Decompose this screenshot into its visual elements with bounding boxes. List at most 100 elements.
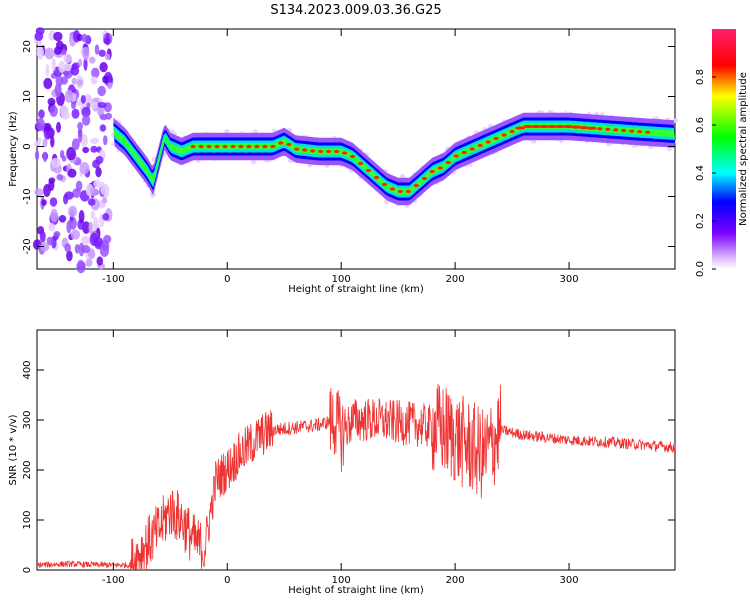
ridge-halo: [150, 191, 156, 198]
noise-blob: [43, 151, 48, 163]
colorbar-tick-label: 0.8: [695, 69, 706, 85]
snr-y-tick-label: 0: [22, 567, 33, 573]
noise-blob: [93, 179, 101, 188]
colorbar-tick-label: 0.2: [695, 213, 706, 229]
spectrogram-y-tick-label: -10: [22, 188, 33, 204]
noise-blob: [82, 46, 90, 61]
ridge-peak: [597, 127, 603, 131]
noise-blob: [63, 193, 69, 205]
ridge-peak: [621, 128, 627, 133]
noise-blob: [63, 53, 72, 64]
spectrogram-x-tick-label: 0: [224, 274, 230, 285]
ridge-peak: [469, 147, 475, 151]
noise-blob: [49, 105, 58, 117]
ridge-peak: [326, 149, 332, 154]
noise-blob: [38, 109, 45, 119]
ridge-peak: [190, 144, 196, 149]
noise-blob: [81, 106, 91, 118]
ridge-peak: [637, 130, 643, 134]
ridge-peak: [523, 124, 533, 129]
ridge-peak: [539, 124, 549, 129]
ridge-peak: [477, 143, 483, 148]
noise-blob: [46, 236, 54, 246]
spectrogram-x-tick-label: 300: [559, 274, 578, 285]
noise-blob: [71, 138, 80, 151]
ridge-peak: [405, 189, 411, 194]
ridge-peak: [515, 126, 526, 130]
spectrogram-y-tick-label: 20: [22, 40, 33, 53]
noise-blob: [97, 102, 107, 108]
ridge-halo: [600, 112, 604, 116]
ridge-peak: [206, 144, 212, 149]
snr-x-tick-label: 300: [559, 575, 578, 586]
ridge-peak: [509, 129, 515, 134]
ridge-peak: [397, 189, 403, 194]
noise-blob: [68, 205, 78, 218]
noise-blob: [56, 121, 61, 133]
ridge-peak: [570, 125, 581, 129]
noise-blob: [50, 136, 55, 148]
noise-blob: [48, 222, 56, 232]
noise-blob: [96, 256, 104, 266]
ridge-peak: [334, 149, 340, 154]
ridge-peak: [421, 176, 427, 181]
noise-blob: [78, 58, 83, 67]
snr-frame: [36, 329, 676, 571]
ridge-peak: [493, 136, 499, 141]
ridge-peak: [230, 144, 236, 149]
figure-title: S134.2023.009.03.36.G25: [270, 3, 441, 18]
ridge-halo: [502, 119, 505, 122]
ridge-peak: [437, 166, 443, 170]
noise-blob: [66, 250, 73, 262]
ridge-halo: [559, 139, 563, 144]
noise-blob: [104, 53, 111, 61]
noise-blob: [78, 210, 85, 224]
spectrogram-y-axis-label: Frequency (Hz): [8, 111, 19, 187]
noise-blob: [107, 82, 113, 90]
noise-blob: [81, 33, 88, 43]
noise-blob: [36, 118, 45, 131]
snr-x-tick-label: 0: [224, 575, 230, 586]
noise-blob: [71, 108, 80, 119]
noise-blob: [100, 183, 110, 195]
snr-panel: -100 0 100 200 300 0 100 200 300 400 Height of st…: [8, 329, 676, 596]
spectrogram-y-tick-label: 0: [22, 143, 33, 149]
ridge-peak: [373, 175, 380, 180]
noise-blob: [43, 122, 52, 132]
snr-x-tick-label: -100: [102, 575, 125, 586]
noise-blob: [102, 213, 110, 221]
ridge-peak: [254, 144, 260, 149]
snr-series-line: [36, 383, 676, 570]
noise-blob: [64, 89, 74, 103]
ridge-peak: [381, 182, 388, 187]
ridge-halo: [240, 130, 243, 134]
noise-blob: [40, 242, 50, 252]
noise-blob: [85, 258, 93, 267]
noise-blob: [70, 229, 81, 240]
noise-blob: [88, 221, 93, 234]
snr-y-tick-label: 200: [22, 460, 33, 479]
snr-y-tick-label: 400: [22, 360, 33, 379]
colorbar-ticks: 0.0 0.2 0.4 0.6 0.8: [695, 69, 716, 277]
ridge-peak: [485, 140, 491, 144]
noise-blob: [88, 56, 96, 64]
ridge-band: [113, 123, 676, 195]
noise-blob: [34, 140, 41, 148]
noise-blob: [91, 67, 100, 79]
ridge-peak: [294, 147, 300, 151]
ridge-peak: [214, 144, 220, 149]
noise-blob: [71, 101, 76, 110]
ridge-peak: [413, 183, 419, 188]
snr-y-axis-label: SNR (10 * v/v): [8, 414, 19, 485]
noise-blob: [93, 216, 99, 231]
spectrogram-y-tick-label: -20: [22, 238, 33, 254]
noise-blob: [81, 235, 91, 245]
noise-blob: [90, 145, 98, 153]
ridge-band: [113, 112, 676, 206]
noise-blob: [87, 198, 96, 206]
ridge-band: [113, 117, 676, 201]
noise-blob: [102, 75, 109, 84]
noise-blob: [45, 63, 50, 76]
